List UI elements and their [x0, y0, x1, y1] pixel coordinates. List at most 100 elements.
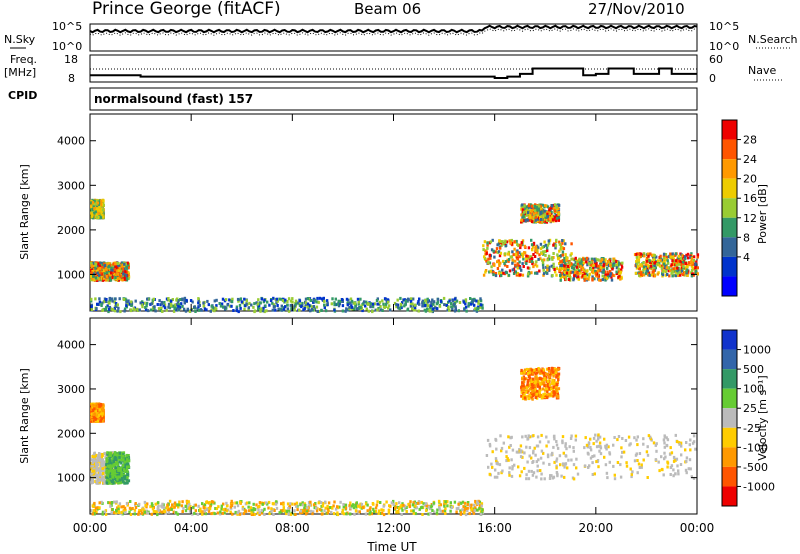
range-gate-cell	[554, 213, 557, 217]
range-gate-cell	[103, 271, 106, 275]
range-gate-cell	[130, 300, 133, 304]
range-gate-cell	[562, 239, 565, 243]
range-gate-cell	[108, 266, 111, 270]
range-gate-cell	[530, 383, 534, 386]
range-gate-cell	[678, 271, 681, 275]
range-gate-cell	[108, 307, 111, 311]
range-gate-cell	[265, 309, 268, 313]
range-gate-cell	[574, 256, 577, 260]
range-gate-cell	[553, 391, 557, 395]
range-gate-cell	[473, 307, 477, 311]
range-gate-cell	[509, 255, 512, 259]
range-gate-cell	[505, 450, 508, 454]
range-gate-cell	[494, 457, 498, 461]
range-gate-cell	[184, 309, 188, 313]
range-gate-cell	[555, 205, 558, 209]
range-gate-cell	[534, 271, 537, 275]
range-gate-cell	[674, 266, 677, 270]
range-gate-cell	[309, 299, 312, 302]
range-gate-cell	[290, 307, 293, 311]
range-gate-cell	[160, 302, 164, 306]
range-gate-cell	[582, 261, 585, 265]
range-gate-cell	[677, 269, 680, 273]
range-gate-cell	[664, 270, 668, 274]
range-gate-cell	[215, 307, 218, 311]
range-gate-cell	[120, 461, 123, 465]
range-gate-cell	[348, 305, 351, 309]
range-gate-cell	[624, 439, 628, 442]
range-gate-cell	[472, 298, 475, 302]
range-gate-cell	[112, 481, 115, 485]
range-gate-cell	[537, 207, 540, 211]
range-gate-cell	[98, 473, 102, 477]
range-gate-cell	[107, 501, 110, 505]
range-gate-cell	[568, 261, 571, 265]
range-gate-cell	[595, 439, 598, 443]
range-gate-cell	[539, 371, 542, 375]
range-gate-cell	[599, 266, 603, 270]
range-gate-cell	[244, 304, 247, 308]
range-gate-cell	[499, 434, 502, 438]
range-gate-cell	[381, 309, 384, 312]
range-gate-cell	[534, 218, 537, 222]
range-gate-cell	[534, 245, 538, 249]
range-gate-cell	[103, 481, 106, 485]
range-gate-cell	[488, 472, 491, 476]
range-gate-cell	[551, 274, 554, 277]
range-gate-cell	[321, 297, 324, 301]
range-gate-cell	[298, 299, 302, 303]
range-gate-cell	[669, 466, 673, 469]
range-gate-cell	[646, 252, 650, 256]
range-gate-cell	[121, 510, 125, 514]
range-gate-cell	[617, 435, 621, 438]
range-gate-cell	[102, 415, 105, 419]
range-gate-cell	[91, 461, 94, 465]
range-gate-cell	[111, 299, 114, 303]
range-gate-cell	[603, 259, 607, 263]
range-gate-cell	[479, 305, 482, 309]
range-gate-cell	[420, 500, 424, 504]
range-gate-cell	[490, 462, 493, 466]
range-gate-cell	[518, 474, 522, 478]
range-gate-cell	[528, 393, 531, 397]
range-gate-cell	[117, 467, 120, 471]
range-gate-cell	[685, 253, 688, 257]
range-gate-cell	[531, 245, 535, 249]
range-gate-cell	[556, 253, 559, 257]
range-gate-cell	[564, 454, 567, 458]
range-gate-cell	[99, 412, 103, 416]
range-gate-cell	[520, 384, 524, 388]
range-gate-cell	[495, 247, 499, 251]
range-gate-cell	[215, 304, 218, 308]
range-gate-cell	[528, 454, 531, 458]
range-gate-cell	[447, 300, 450, 304]
range-gate-cell	[553, 207, 556, 211]
range-gate-cell	[615, 260, 618, 264]
range-gate-cell	[260, 297, 264, 301]
range-gate-cell	[429, 306, 432, 310]
range-gate-cell	[396, 298, 399, 302]
range-gate-cell	[90, 264, 93, 268]
range-gate-cell	[650, 253, 654, 257]
range-gate-cell	[544, 215, 547, 219]
range-gate-cell	[541, 382, 544, 386]
range-gate-cell	[676, 440, 679, 444]
range-gate-cell	[477, 305, 480, 309]
range-gate-cell	[539, 204, 542, 208]
range-gate-cell	[95, 413, 98, 417]
range-gate-cell	[357, 302, 360, 306]
range-gate-cell	[684, 262, 688, 265]
range-gate-cell	[520, 220, 523, 224]
range-gate-cell	[108, 269, 111, 273]
range-gate-cell	[644, 271, 648, 275]
range-gate-cell	[112, 470, 115, 474]
range-gate-cell	[123, 477, 126, 481]
range-gate-cell	[677, 469, 680, 473]
range-gate-cell	[596, 269, 600, 273]
freq-label-line2: [MHz]	[4, 66, 36, 79]
range-gate-cell	[550, 264, 553, 268]
range-gate-cell	[533, 214, 536, 218]
range-gate-cell	[102, 481, 105, 485]
range-gate-cell	[106, 304, 109, 308]
range-gate-cell	[126, 263, 130, 267]
